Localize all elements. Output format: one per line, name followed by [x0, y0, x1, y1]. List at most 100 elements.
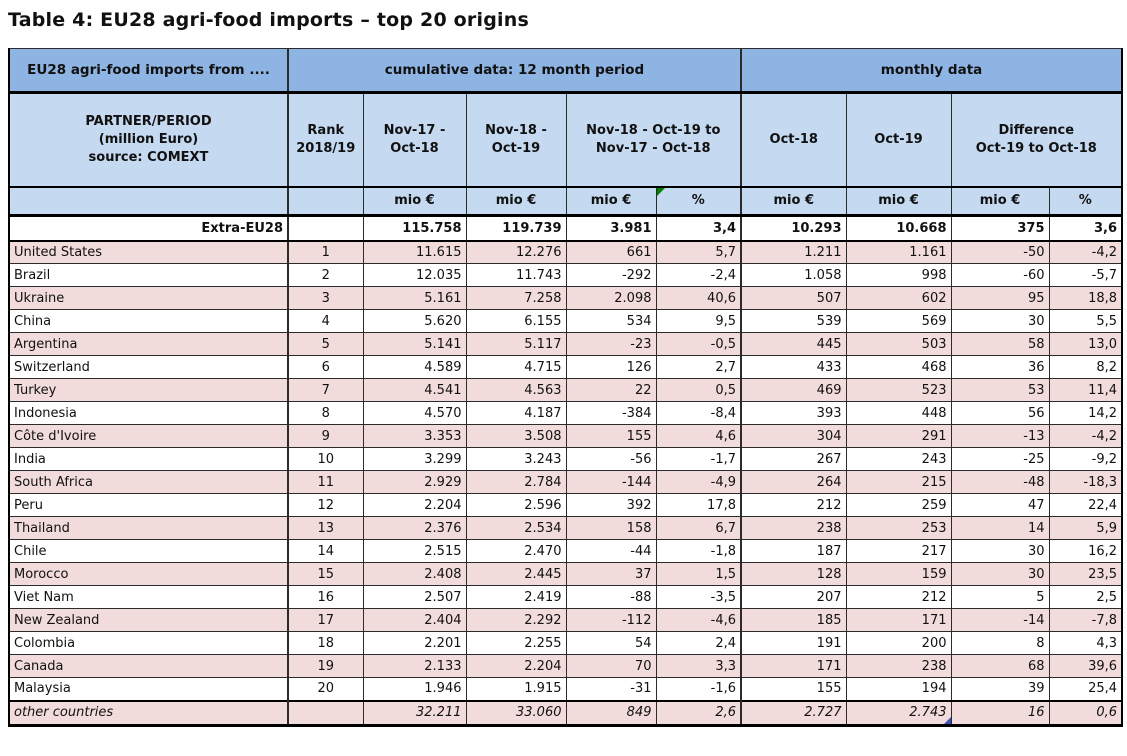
- value-cell: 53: [950, 378, 1050, 402]
- value-cell: 849: [565, 699, 657, 726]
- value-cell: 25,4: [1048, 677, 1123, 701]
- other-row-label: other countries: [8, 699, 289, 726]
- value-cell: 33.060: [465, 699, 567, 726]
- value-cell: 40,6: [655, 286, 742, 310]
- value-cell: 119.739: [465, 215, 567, 242]
- unit-mio-eur: mio €: [950, 186, 1050, 217]
- value-cell: 445: [740, 332, 847, 356]
- section-cumulative-header: cumulative data: 12 month period: [287, 48, 742, 94]
- rank-cell: 18: [287, 631, 364, 655]
- rank-header-line2: 2018/19: [296, 140, 356, 156]
- value-text: 2.743: [909, 705, 947, 721]
- value-cell: 2.201: [362, 631, 467, 655]
- value-cell: 13,0: [1048, 332, 1123, 356]
- table-row: China 4 5.620 6.155 534 9,5 539 569 30 5,5: [8, 309, 1123, 333]
- value-cell: 2.534: [465, 516, 567, 540]
- value-cell: 2.133: [362, 654, 467, 678]
- period-curr-line1: Nov-18 -: [485, 122, 547, 138]
- value-cell: 4.541: [362, 378, 467, 402]
- unit-pct: %: [1048, 186, 1123, 217]
- value-cell: -5,7: [1048, 263, 1123, 287]
- value-cell: 8: [950, 631, 1050, 655]
- value-cell: 0,5: [655, 378, 742, 402]
- country-cell: Canada: [8, 654, 289, 678]
- value-cell: 4.187: [465, 401, 567, 425]
- total-rank-cell: [287, 215, 364, 242]
- value-cell: 58: [950, 332, 1050, 356]
- country-cell: United States: [8, 240, 289, 264]
- value-cell: 17,8: [655, 493, 742, 517]
- value-cell: -4,2: [1048, 424, 1123, 448]
- value-cell: 10.293: [740, 215, 847, 242]
- unit-empty-partner: [8, 186, 289, 217]
- country-cell: Indonesia: [8, 401, 289, 425]
- value-cell: 12.276: [465, 240, 567, 264]
- rank-cell: 14: [287, 539, 364, 563]
- column-header-row: PARTNER/PERIOD (million Euro) source: CO…: [8, 92, 1123, 188]
- value-cell: -1,7: [655, 447, 742, 471]
- table-row: South Africa 11 2.929 2.784 -144 -4,9 264 215 -4…: [8, 470, 1123, 494]
- value-cell: 9,5: [655, 309, 742, 333]
- table-row: Malaysia 20 1.946 1.915 -31 -1,6 155 194 39 25,4: [8, 677, 1123, 701]
- value-cell: 2.445: [465, 562, 567, 586]
- rank-header-line1: Rank: [307, 122, 345, 138]
- other-rank-cell: [287, 699, 364, 726]
- value-cell: 155: [740, 677, 847, 701]
- value-cell: -8,4: [655, 401, 742, 425]
- value-cell: 259: [845, 493, 952, 517]
- table-row: India 10 3.299 3.243 -56 -1,7 267 243 -25 -9,2: [8, 447, 1123, 471]
- table-row: Morocco 15 2.408 2.445 37 1,5 128 159 30 23,5: [8, 562, 1123, 586]
- value-cell: -1,8: [655, 539, 742, 563]
- value-cell: 468: [845, 355, 952, 379]
- value-cell: 5,9: [1048, 516, 1123, 540]
- partner-header-line3: source: COMEXT: [88, 149, 209, 165]
- value-cell: 2.515: [362, 539, 467, 563]
- value-cell: 39,6: [1048, 654, 1123, 678]
- value-cell: 2,7: [655, 355, 742, 379]
- value-cell: 2.376: [362, 516, 467, 540]
- rank-cell: 20: [287, 677, 364, 701]
- value-cell: -2,4: [655, 263, 742, 287]
- unit-mio-eur: mio €: [362, 186, 467, 217]
- country-cell: Viet Nam: [8, 585, 289, 609]
- table-row: Côte d'Ivoire 9 3.353 3.508 155 4,6 304 291 -13-…: [8, 424, 1123, 448]
- other-countries-row: other countries 32.211 33.060 849 2,6 2.…: [8, 699, 1123, 726]
- value-cell: 238: [845, 654, 952, 678]
- period-prev-line2: Oct-18: [390, 140, 439, 156]
- value-cell: 22,4: [1048, 493, 1123, 517]
- table-row: United States 1 11.615 12.276 661 5,7 1.211 1.1…: [8, 240, 1123, 264]
- value-cell: 18,8: [1048, 286, 1123, 310]
- value-cell: 30: [950, 309, 1050, 333]
- period-nov18-oct19-header: Nov-18 - Oct-19: [465, 92, 567, 188]
- corner-header: EU28 agri-food imports from ....: [8, 48, 289, 94]
- value-cell: 267: [740, 447, 847, 471]
- value-cell: 2.255: [465, 631, 567, 655]
- value-cell: 3,4: [655, 215, 742, 242]
- value-cell: 39: [950, 677, 1050, 701]
- value-cell: 2.470: [465, 539, 567, 563]
- value-cell: -112: [565, 608, 657, 632]
- rank-cell: 11: [287, 470, 364, 494]
- value-cell: 392: [565, 493, 657, 517]
- country-cell: Chile: [8, 539, 289, 563]
- value-cell: 1.946: [362, 677, 467, 701]
- value-cell: 4.563: [465, 378, 567, 402]
- value-cell: 2.929: [362, 470, 467, 494]
- value-cell: -25: [950, 447, 1050, 471]
- country-cell: Switzerland: [8, 355, 289, 379]
- value-cell: 539: [740, 309, 847, 333]
- value-cell: 3.508: [465, 424, 567, 448]
- value-cell: -4,2: [1048, 240, 1123, 264]
- value-cell: 2.404: [362, 608, 467, 632]
- value-cell: 2.596: [465, 493, 567, 517]
- value-cell: 3.243: [465, 447, 567, 471]
- value-cell: 661: [565, 240, 657, 264]
- value-cell: 2.743: [845, 699, 952, 726]
- unit-mio-eur: mio €: [845, 186, 952, 217]
- value-cell: 2.727: [740, 699, 847, 726]
- value-cell: 534: [565, 309, 657, 333]
- value-cell: -14: [950, 608, 1050, 632]
- value-cell: 126: [565, 355, 657, 379]
- value-cell: 2,6: [655, 699, 742, 726]
- table-row: Brazil 2 12.035 11.743 -292 -2,4 1.058 998 -60 -5…: [8, 263, 1123, 287]
